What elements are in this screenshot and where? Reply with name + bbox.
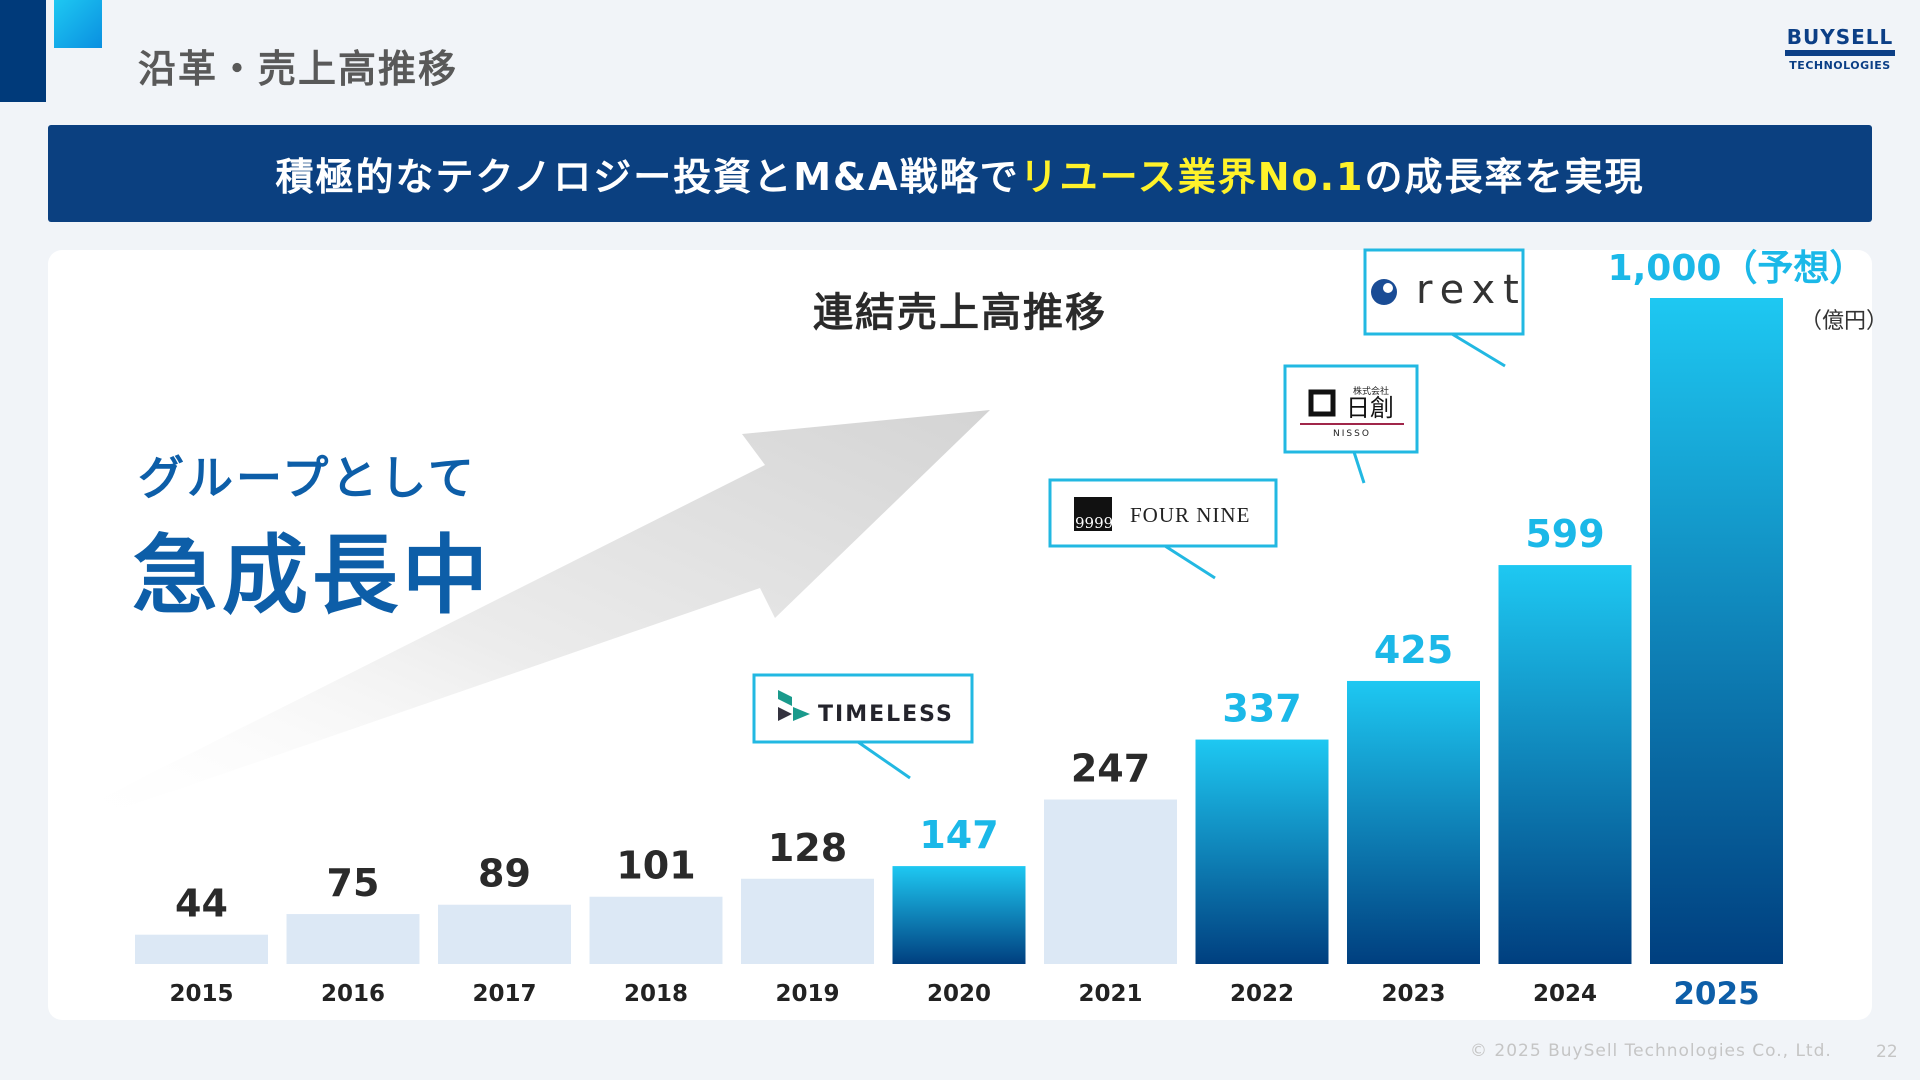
bar-2019 bbox=[741, 878, 874, 964]
brand-logo: BUYSELL TECHNOLOGIES bbox=[1785, 26, 1895, 72]
year-label-2025: 2025 bbox=[1673, 976, 1759, 1012]
year-label-2021: 2021 bbox=[1078, 981, 1142, 1007]
rext-logo-icon bbox=[1371, 279, 1397, 305]
year-label-2020: 2020 bbox=[927, 981, 991, 1007]
value-label-2025: 1,000（予想） bbox=[1608, 248, 1866, 289]
value-label-2024: 599 bbox=[1525, 512, 1604, 556]
callout-nisso-box bbox=[1283, 364, 1419, 454]
headline-banner: 積極的なテクノロジー投資とM&A戦略で リユース業界No.1 の成長率を実現 bbox=[48, 125, 1872, 222]
callout-nisso-pointer bbox=[1352, 451, 1366, 484]
fournine-logo-mark: 9999 bbox=[1075, 514, 1113, 532]
unit-label: （億円） bbox=[1800, 309, 1888, 334]
timeless-logo-text: TIMELESS bbox=[818, 702, 954, 727]
value-label-2018: 101 bbox=[616, 844, 695, 888]
corner-decoration-dark bbox=[0, 0, 46, 102]
rext-logo-text: rext bbox=[1416, 267, 1527, 313]
value-label-2023: 425 bbox=[1374, 628, 1453, 672]
value-label-2015: 44 bbox=[175, 882, 228, 926]
copyright: © 2025 BuySell Technologies Co., Ltd. bbox=[1470, 1041, 1832, 1061]
value-label-2019: 128 bbox=[768, 826, 847, 870]
callout-fournine-pointer bbox=[1164, 544, 1216, 580]
callout-rext: rext bbox=[1363, 248, 1527, 368]
fournine-logo-icon bbox=[1074, 497, 1112, 531]
callout-timeless: TIMELESS bbox=[752, 673, 974, 780]
growth-arrow bbox=[58, 410, 990, 825]
slogan-line2: 急成長中 bbox=[132, 526, 492, 626]
year-label-2018: 2018 bbox=[624, 981, 688, 1007]
year-label-2019: 2019 bbox=[775, 981, 839, 1007]
value-label-2017: 89 bbox=[478, 852, 531, 896]
callout-timeless-pointer bbox=[857, 740, 911, 780]
bar-2020 bbox=[892, 866, 1026, 964]
bar-2024 bbox=[1498, 565, 1632, 964]
bar-2015 bbox=[135, 934, 268, 964]
bar-2021 bbox=[1044, 799, 1177, 964]
value-label-2016: 75 bbox=[327, 861, 380, 905]
year-labels: 2015 2016 2017 2018 2019 2020 2021 2022 2023 2024… bbox=[169, 976, 1759, 1012]
year-label-2015: 2015 bbox=[169, 981, 233, 1007]
callout-nisso: 株式会社 日創 NISSO bbox=[1283, 364, 1419, 484]
timeless-logo-icon bbox=[778, 690, 810, 721]
value-label-2020: 147 bbox=[919, 813, 998, 857]
bar-2025 bbox=[1650, 298, 1783, 964]
banner-text-before: 積極的なテクノロジー投資とM&A戦略で bbox=[275, 155, 1020, 199]
value-label-2022: 337 bbox=[1222, 687, 1301, 731]
value-labels: 44 75 89 101 128 147 247 337 425 599 1,000（予想） bbox=[175, 248, 1865, 926]
nisso-logo-icon bbox=[1308, 389, 1336, 417]
chart-title: 連結売上高推移 bbox=[813, 290, 1107, 336]
callout-rext-pointer bbox=[1451, 332, 1506, 368]
banner-text-after: の成長率を実現 bbox=[1364, 155, 1645, 199]
value-label-2021: 247 bbox=[1071, 746, 1150, 790]
nisso-logo-main: 日創 bbox=[1346, 394, 1394, 422]
callout-timeless-box bbox=[752, 673, 974, 744]
year-label-2017: 2017 bbox=[472, 981, 536, 1007]
bar-2018 bbox=[589, 896, 723, 964]
year-label-2016: 2016 bbox=[321, 981, 385, 1007]
brand-sub: TECHNOLOGIES bbox=[1789, 59, 1891, 72]
year-label-2022: 2022 bbox=[1230, 981, 1294, 1007]
brand-name: BUYSELL bbox=[1786, 25, 1894, 49]
bar-2016 bbox=[286, 914, 420, 964]
fournine-logo-text: FOUR NINE bbox=[1130, 503, 1250, 527]
bar-series bbox=[135, 298, 1783, 964]
year-label-2023: 2023 bbox=[1381, 981, 1445, 1007]
bar-2022 bbox=[1195, 739, 1329, 964]
slogan-line1: グループとして bbox=[138, 451, 477, 505]
bar-2023 bbox=[1347, 680, 1480, 964]
bar-2017 bbox=[438, 904, 571, 964]
nisso-logo-small: 株式会社 bbox=[1353, 385, 1389, 397]
nisso-logo-en: NISSO bbox=[1333, 429, 1371, 439]
brand-bar bbox=[1785, 50, 1895, 56]
page-title: 沿革・売上高推移 bbox=[138, 47, 459, 91]
page-number: 22 bbox=[1876, 1042, 1898, 1062]
year-label-2024: 2024 bbox=[1533, 981, 1597, 1007]
banner-text-highlight: リユース業界No.1 bbox=[1019, 155, 1365, 199]
corner-decoration-light bbox=[54, 0, 102, 48]
callout-fournine: 9999 FOUR NINE bbox=[1048, 478, 1278, 580]
